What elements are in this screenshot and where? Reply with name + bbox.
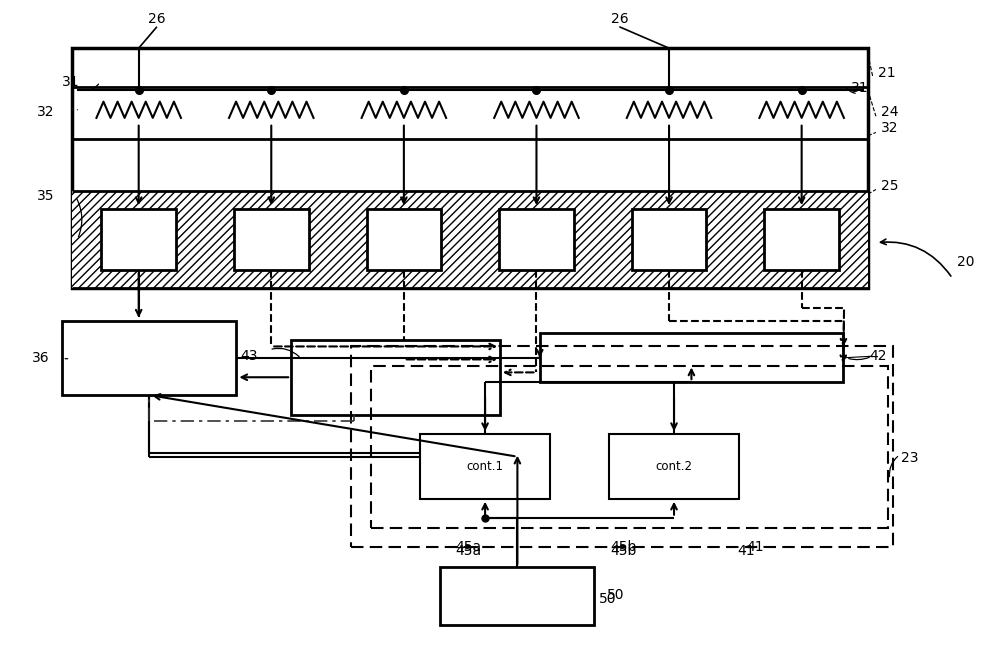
Bar bbox=[609, 434, 739, 499]
Bar bbox=[499, 209, 574, 270]
Text: 26: 26 bbox=[148, 12, 166, 26]
Text: 50: 50 bbox=[599, 593, 616, 606]
Text: 26: 26 bbox=[611, 12, 628, 26]
Bar bbox=[371, 366, 888, 528]
Text: 45a: 45a bbox=[455, 540, 481, 554]
Text: 25: 25 bbox=[881, 179, 898, 192]
Text: cont.2: cont.2 bbox=[656, 460, 693, 473]
Text: 31: 31 bbox=[851, 81, 869, 95]
Bar bbox=[72, 48, 868, 288]
Text: 41: 41 bbox=[738, 543, 755, 558]
Bar bbox=[540, 334, 843, 382]
Text: 31: 31 bbox=[62, 75, 79, 89]
Text: 41: 41 bbox=[747, 540, 764, 554]
Text: 23: 23 bbox=[901, 451, 918, 465]
Text: 45b: 45b bbox=[610, 543, 636, 558]
Bar bbox=[420, 434, 550, 499]
Text: 43: 43 bbox=[241, 349, 258, 363]
Bar bbox=[440, 567, 594, 625]
Bar bbox=[291, 340, 500, 415]
Text: 45a: 45a bbox=[455, 543, 481, 558]
Bar bbox=[764, 209, 839, 270]
Text: 35: 35 bbox=[37, 189, 54, 203]
Text: 45b: 45b bbox=[610, 540, 636, 554]
Text: 21: 21 bbox=[878, 66, 896, 80]
Bar bbox=[72, 191, 868, 288]
Text: 20: 20 bbox=[957, 255, 975, 269]
Bar bbox=[101, 209, 176, 270]
Text: 42: 42 bbox=[869, 349, 887, 363]
Text: 50: 50 bbox=[607, 589, 625, 602]
Bar bbox=[367, 209, 441, 270]
Bar bbox=[62, 320, 236, 395]
Bar bbox=[351, 347, 893, 547]
Bar bbox=[632, 209, 706, 270]
Text: cont.1: cont.1 bbox=[467, 460, 504, 473]
Text: 24: 24 bbox=[881, 105, 898, 119]
Text: 32: 32 bbox=[881, 122, 898, 135]
Text: 36: 36 bbox=[32, 351, 49, 365]
Bar bbox=[234, 209, 309, 270]
Text: 32: 32 bbox=[37, 105, 54, 119]
